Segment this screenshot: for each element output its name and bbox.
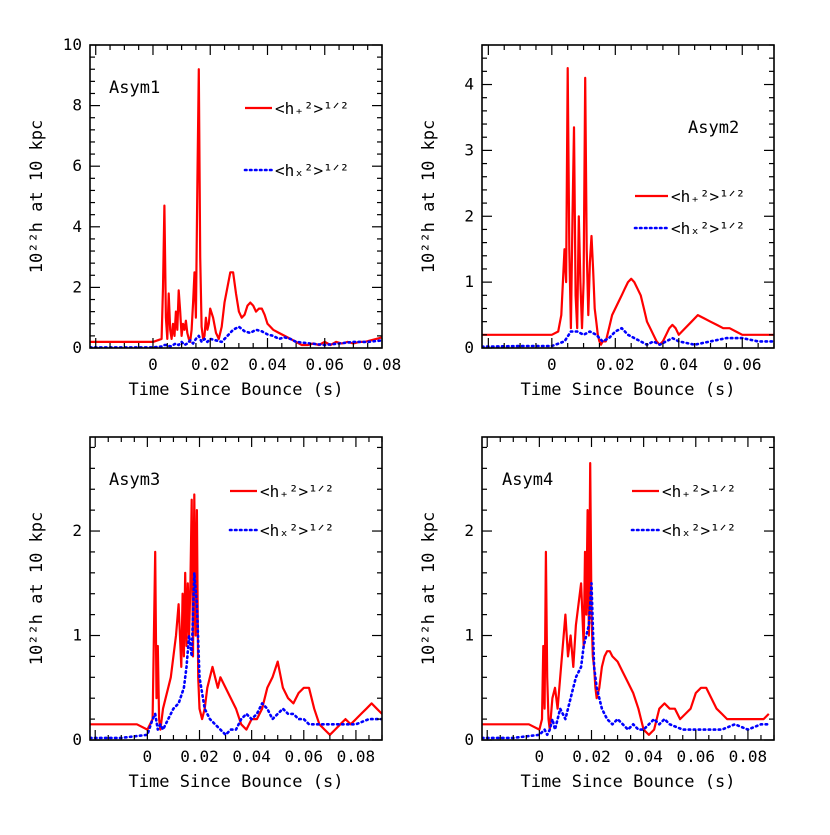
panel-4-ytick-label: 1: [464, 626, 474, 645]
panel-1-xlabel: Time Since Bounce (s): [129, 380, 344, 400]
panel-4-ytick-label: 2: [464, 521, 474, 540]
panel-3-xtick-label: 0: [143, 747, 153, 766]
panel-4-xtick-label: 0.02: [572, 747, 611, 766]
panel-3-xtick-label: 0.02: [180, 747, 219, 766]
panel-1-xtick-label: 0.08: [363, 355, 402, 374]
panel-2-ytick-label: 4: [464, 75, 474, 94]
panel-1-legend-cross-text: <hₓ²>¹ᐟ²: [275, 161, 349, 180]
panel-4-xtick-label: 0: [535, 747, 545, 766]
panel-1-series-cross-line: [90, 325, 382, 348]
panel-2-series-cross-line: [482, 326, 774, 348]
panel-1-xtick-label: 0.06: [305, 355, 344, 374]
panel-3-legend-cross-text: <hₓ²>¹ᐟ²: [260, 521, 334, 540]
panel-2-frame: [481, 44, 775, 349]
panel-3-ytick-label: 2: [72, 521, 82, 540]
panel-2-ytick-label: 0: [464, 338, 474, 357]
panel-1-xtick-label: 0.02: [191, 355, 230, 374]
panel-2-xtick-label: 0: [547, 355, 557, 374]
panel-3-xtick-label: 0.06: [285, 747, 324, 766]
panel-3-xlabel: Time Since Bounce (s): [129, 772, 344, 792]
panel-2-xtick-label: 0.04: [660, 355, 699, 374]
panel-3-legend-plus-text: <h₊²>¹ᐟ²: [260, 482, 334, 501]
panel-2-ylabel: 10²²h at 10 kpc: [419, 120, 439, 274]
panel-2-series-plus-line: [482, 66, 774, 346]
panel-2-xtick-label: 0.06: [723, 355, 762, 374]
panel-4-frame: [481, 436, 775, 741]
panel-2-ytick-label: 3: [464, 140, 474, 159]
panel-4-xtick-label: 0.08: [729, 747, 768, 766]
panel-3-xtick-label: 0.08: [337, 747, 376, 766]
panel-4-series-plus-line: [482, 462, 770, 736]
panel-4-legend-plus-text: <h₊²>¹ᐟ²: [662, 482, 736, 501]
panel-2-legend-plus-text: <h₊²>¹ᐟ²: [671, 187, 745, 206]
panel-4-label: Asym4: [502, 470, 553, 490]
panel-1-ytick-label: 0: [72, 338, 82, 357]
panel-3-ylabel: 10²²h at 10 kpc: [27, 512, 47, 666]
panel-4-ytick-label: 0: [464, 730, 474, 749]
panel-1-frame: [89, 44, 383, 349]
panel-2-ytick-label: 2: [464, 206, 474, 225]
panel-4-ylabel: 10²²h at 10 kpc: [419, 512, 439, 666]
panel-1-ytick-label: 8: [72, 96, 82, 115]
panel-1-legend-plus-text: <h₊²>¹ᐟ²: [275, 99, 349, 118]
panel-4-xtick-label: 0.06: [677, 747, 716, 766]
panel-4-xtick-label: 0.04: [624, 747, 663, 766]
panel-1-ytick-label: 6: [72, 156, 82, 175]
panel-2-legend-cross-text: <hₓ²>¹ᐟ²: [671, 219, 745, 238]
panel-1-ytick-label: 4: [72, 217, 82, 236]
panel-2-xlabel: Time Since Bounce (s): [521, 380, 736, 400]
panel-1-ylabel: 10²²h at 10 kpc: [27, 120, 47, 274]
panel-3-label: Asym3: [109, 470, 160, 490]
panel-3-ytick-label: 1: [72, 626, 82, 645]
panel-2-label: Asym2: [688, 118, 739, 138]
panel-3-frame: [89, 436, 383, 741]
panel-2-xtick-label: 0.02: [596, 355, 635, 374]
panel-3-series-plus-line: [90, 493, 382, 736]
panel-4-legend-cross-text: <hₓ²>¹ᐟ²: [662, 521, 736, 540]
panel-1-label: Asym1: [109, 78, 160, 98]
panel-2-ytick-label: 1: [464, 272, 474, 291]
panel-3-series-cross-line: [90, 571, 382, 740]
panel-1-xtick-label: 0.04: [248, 355, 287, 374]
panel-4-series-cross-line: [482, 581, 771, 740]
panel-4-xlabel: Time Since Bounce (s): [521, 772, 736, 792]
panel-1-ytick-label: 10: [63, 35, 82, 54]
panel-1-ytick-label: 2: [72, 277, 82, 296]
panel-3-ytick-label: 0: [72, 730, 82, 749]
panel-1-xtick-label: 0: [148, 355, 158, 374]
panel-1-series-plus-line: [90, 68, 382, 347]
panel-3-xtick-label: 0.04: [232, 747, 271, 766]
